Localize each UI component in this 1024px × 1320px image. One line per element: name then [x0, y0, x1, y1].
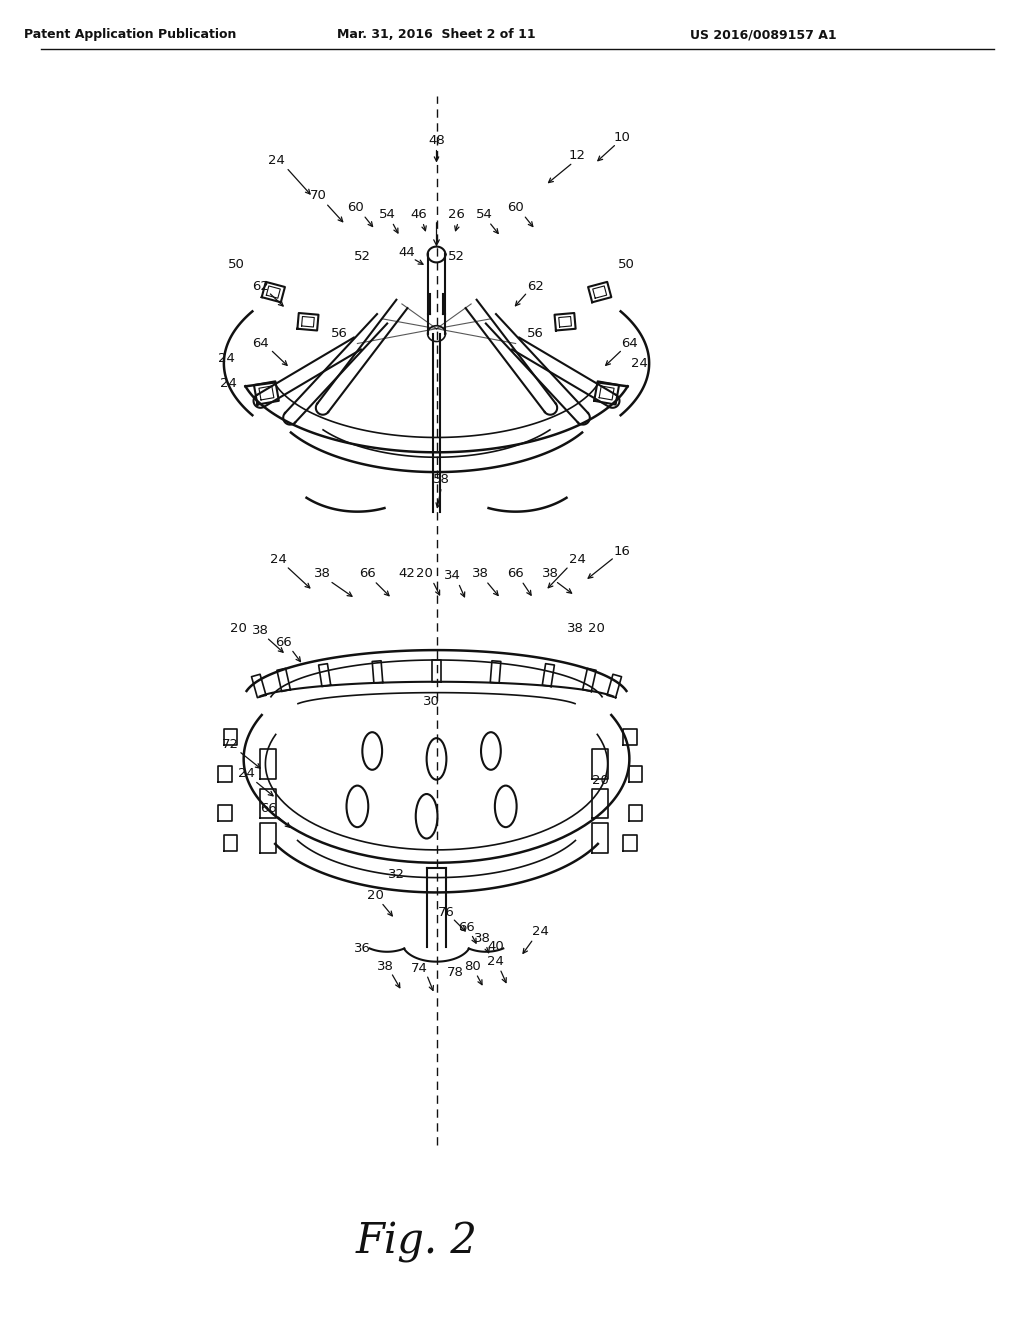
Text: 38: 38 — [314, 568, 331, 581]
Text: 52: 52 — [447, 249, 465, 263]
Text: 34: 34 — [443, 569, 461, 582]
Text: 24: 24 — [487, 956, 504, 968]
Text: 46: 46 — [411, 209, 427, 222]
Text: 70: 70 — [309, 189, 327, 202]
Text: 60: 60 — [347, 201, 364, 214]
Text: 24: 24 — [220, 376, 238, 389]
Text: 26: 26 — [447, 209, 465, 222]
Text: 20: 20 — [367, 888, 384, 902]
Text: 30: 30 — [423, 696, 440, 708]
Text: 64: 64 — [621, 337, 638, 350]
Text: 20: 20 — [589, 622, 605, 635]
Text: 64: 64 — [252, 337, 269, 350]
Text: 60: 60 — [507, 201, 524, 214]
Text: Mar. 31, 2016  Sheet 2 of 11: Mar. 31, 2016 Sheet 2 of 11 — [337, 29, 536, 41]
Text: 38: 38 — [252, 624, 269, 636]
Text: 38: 38 — [377, 960, 393, 973]
Text: 16: 16 — [614, 545, 631, 558]
Text: US 2016/0089157 A1: US 2016/0089157 A1 — [689, 29, 837, 41]
Text: 56: 56 — [527, 327, 544, 341]
Text: 62: 62 — [252, 280, 269, 293]
Text: 66: 66 — [358, 568, 376, 581]
Text: 80: 80 — [464, 960, 480, 973]
Text: 66: 66 — [274, 636, 292, 648]
Text: 24: 24 — [270, 553, 287, 565]
Text: 62: 62 — [527, 280, 544, 293]
Text: 78: 78 — [446, 966, 464, 979]
Text: 48: 48 — [428, 135, 444, 148]
Text: 66: 66 — [458, 920, 474, 933]
Text: 20: 20 — [230, 622, 247, 635]
Text: Fig. 2: Fig. 2 — [355, 1221, 477, 1262]
Text: 20: 20 — [592, 774, 609, 787]
Text: 38: 38 — [472, 568, 488, 581]
Text: 24: 24 — [568, 553, 586, 565]
Text: 24: 24 — [218, 352, 236, 364]
Text: 12: 12 — [568, 149, 586, 162]
Text: 40: 40 — [487, 940, 504, 953]
Text: 54: 54 — [475, 209, 493, 222]
Text: 36: 36 — [354, 942, 371, 956]
Text: 42: 42 — [398, 568, 416, 581]
Text: 58: 58 — [433, 474, 450, 487]
Text: 38: 38 — [566, 622, 584, 635]
Text: 66: 66 — [507, 568, 524, 581]
Text: 24: 24 — [531, 925, 549, 939]
Text: 44: 44 — [398, 246, 415, 259]
Text: 10: 10 — [614, 131, 631, 144]
Text: 56: 56 — [331, 327, 348, 341]
Text: 24: 24 — [239, 767, 255, 780]
Text: 38: 38 — [542, 568, 559, 581]
Text: Patent Application Publication: Patent Application Publication — [24, 29, 237, 41]
Text: 24: 24 — [268, 154, 285, 168]
Text: 72: 72 — [222, 738, 240, 751]
Text: 24: 24 — [631, 356, 648, 370]
Text: 76: 76 — [438, 906, 455, 919]
Text: 32: 32 — [388, 869, 406, 882]
Text: 38: 38 — [473, 932, 490, 945]
Text: 52: 52 — [354, 249, 371, 263]
Text: 74: 74 — [412, 962, 428, 975]
Text: 20: 20 — [416, 568, 433, 581]
Text: 54: 54 — [379, 209, 395, 222]
Text: 50: 50 — [228, 257, 245, 271]
Text: 50: 50 — [617, 257, 635, 271]
Text: 66: 66 — [260, 801, 276, 814]
